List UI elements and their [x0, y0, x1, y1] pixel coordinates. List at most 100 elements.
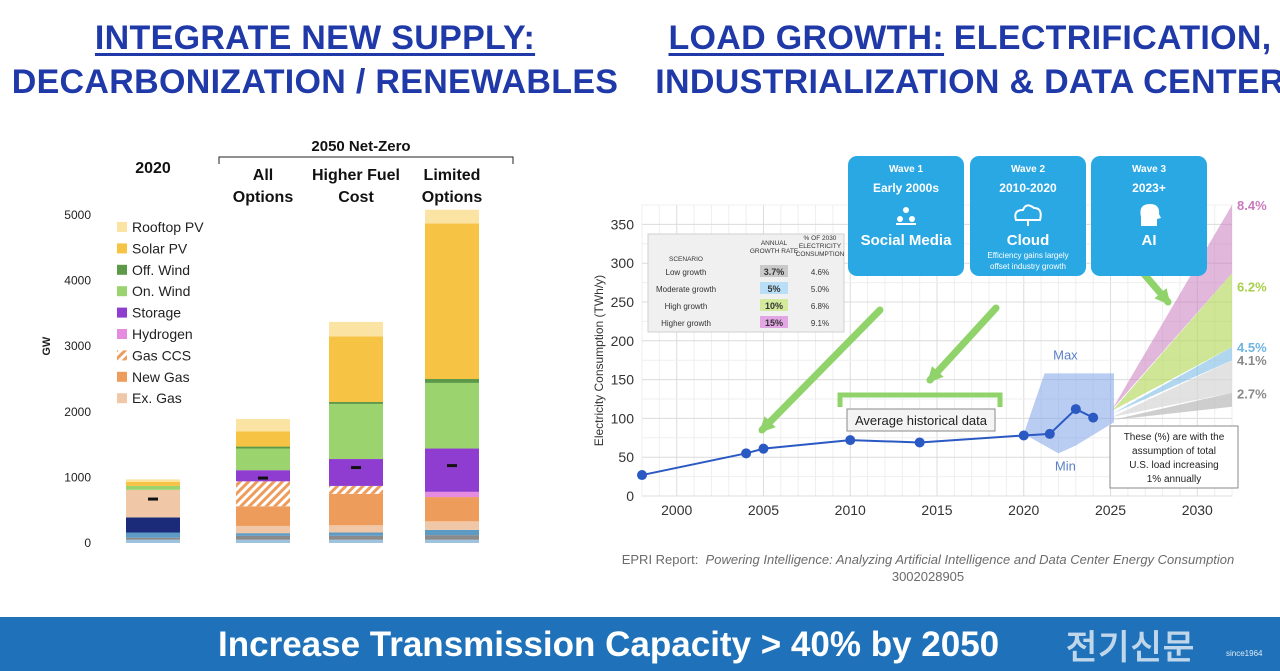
right-header-line-1: ELECTRIFICATION,: [944, 19, 1272, 57]
table-scenario: High growth: [665, 302, 708, 311]
table-rate: 15%: [765, 318, 783, 328]
legend-swatch: [117, 264, 127, 275]
right-header-line-2: INDUSTRIALIZATION & DATA CENTER: [655, 63, 1280, 101]
arrow-wave2-head: [927, 366, 944, 383]
x-tick-label: 2020: [1008, 502, 1039, 518]
rate-highlight: [760, 282, 788, 294]
bar-segment: [425, 529, 479, 536]
group-bracket: [218, 156, 514, 164]
bar-segment: [236, 470, 290, 482]
people-icon: [909, 216, 915, 222]
legend-swatch: [117, 350, 127, 361]
wave-period: Early 2000s: [873, 181, 939, 195]
table-header: ANNUAL: [761, 240, 788, 247]
legend-label: On. Wind: [132, 283, 190, 299]
legend-swatch: [117, 393, 127, 404]
capacity-stacked-bar-chart: GW 0 1000 2000 3000 4000 5000 2050 Net-Zero 2020…: [41, 138, 514, 550]
y-tick-label: 5000: [64, 208, 91, 222]
people-icon: [897, 216, 903, 222]
table-share: 4.6%: [811, 268, 829, 277]
table-header: ELECTRICITY: [799, 243, 842, 250]
category-label: Higher Fuel: [312, 167, 400, 184]
category-label: 2020: [135, 160, 171, 177]
arrow-wave3-head: [1154, 288, 1171, 306]
table-header: CONSUMPTION: [796, 251, 845, 258]
projection-band-4.1: [1112, 360, 1232, 417]
projection-band-8.4: [1112, 205, 1232, 410]
data-point: [1044, 428, 1055, 439]
bar-segment: [236, 506, 290, 526]
data-point: [914, 437, 925, 448]
x-tick-label: 2015: [921, 502, 952, 518]
rate-highlight: [760, 265, 788, 277]
bar-segment: [329, 535, 383, 540]
bar-segment: [425, 491, 479, 498]
bar-segment: [126, 485, 180, 490]
table-share: 6.8%: [811, 302, 829, 311]
group-label: 2050 Net-Zero: [311, 138, 410, 155]
bar-segment: [425, 535, 479, 540]
left-header: INTEGRATE NEW SUPPLY: DECARBONIZATION / …: [0, 16, 630, 104]
scenario-table: [647, 233, 845, 333]
category-label: Options: [233, 189, 294, 206]
bar-segment: [236, 448, 290, 471]
category-label: Cost: [338, 189, 374, 206]
data-point: [637, 470, 647, 481]
table-scenario: Moderate growth: [656, 285, 716, 294]
projection-label: 4.1%: [1237, 353, 1267, 368]
bar-segment: [425, 223, 479, 379]
caption-prefix: EPRI Report:: [621, 552, 699, 567]
arrow-wave1-head: [759, 416, 776, 433]
projection-label: 2.7%: [1237, 387, 1267, 402]
average-bracket: [837, 392, 1003, 407]
min-label: Min: [1055, 458, 1076, 473]
people-icon: [903, 207, 909, 213]
bar-segment: [329, 525, 383, 533]
bar-segment: [236, 533, 290, 536]
legend-label: Solar PV: [132, 240, 188, 256]
y-tick-label: 50: [618, 449, 634, 465]
y-tick-label: 0: [626, 488, 634, 504]
legend-swatch: [117, 243, 127, 254]
bar-segment: [329, 321, 383, 337]
legend-label: Hydrogen: [132, 326, 193, 342]
max-label: Max: [1053, 347, 1078, 362]
bar-segment: [236, 419, 290, 432]
table-header: % OF 2030: [804, 235, 837, 242]
wave-name: AI: [1142, 232, 1157, 249]
legend-label: Off. Wind: [132, 262, 190, 278]
legend-swatch: [117, 286, 127, 297]
right-header-underlined: LOAD GROWTH:: [668, 19, 945, 57]
table-header: GROWTH RATE: [750, 248, 799, 255]
average-label-box: [846, 408, 996, 432]
electricity-consumption-chart: 0 50 100 150 200 250 300 350 2000 2005 2010 2015 202…: [592, 156, 1267, 518]
rate-highlight: [760, 316, 788, 328]
legend-swatch: [117, 329, 127, 339]
wave-note: offset industry growth: [990, 262, 1066, 271]
bar-segment: [126, 481, 180, 486]
data-point: [1018, 430, 1029, 441]
bar-segment: [236, 431, 290, 447]
data-point: [758, 443, 769, 454]
bar-segment: [236, 539, 290, 543]
bar-segment: [329, 459, 383, 486]
bar-segment: [425, 539, 479, 543]
table-scenario: Low growth: [666, 268, 707, 277]
bar-segment: [126, 532, 180, 538]
bar-segment: [329, 403, 383, 460]
bar-segment: [126, 489, 180, 518]
x-tick-label: 2005: [748, 502, 779, 518]
ai-head-icon: [1140, 204, 1161, 226]
note-line: 1% annually: [1147, 474, 1201, 485]
projection-label: 8.4%: [1237, 198, 1267, 213]
data-point: [1070, 404, 1081, 415]
legend-label: Gas CCS: [132, 347, 191, 363]
data-point: [741, 448, 752, 459]
x-tick-label: 2000: [661, 502, 692, 518]
wave-box: [848, 156, 964, 276]
wave-note: Efficiency gains largely: [987, 251, 1068, 260]
wave-period: 2010-2020: [999, 181, 1057, 195]
note-line: assumption of total: [1132, 446, 1216, 457]
bar-segment: [126, 479, 180, 482]
table-rate: 3.7%: [764, 267, 785, 277]
